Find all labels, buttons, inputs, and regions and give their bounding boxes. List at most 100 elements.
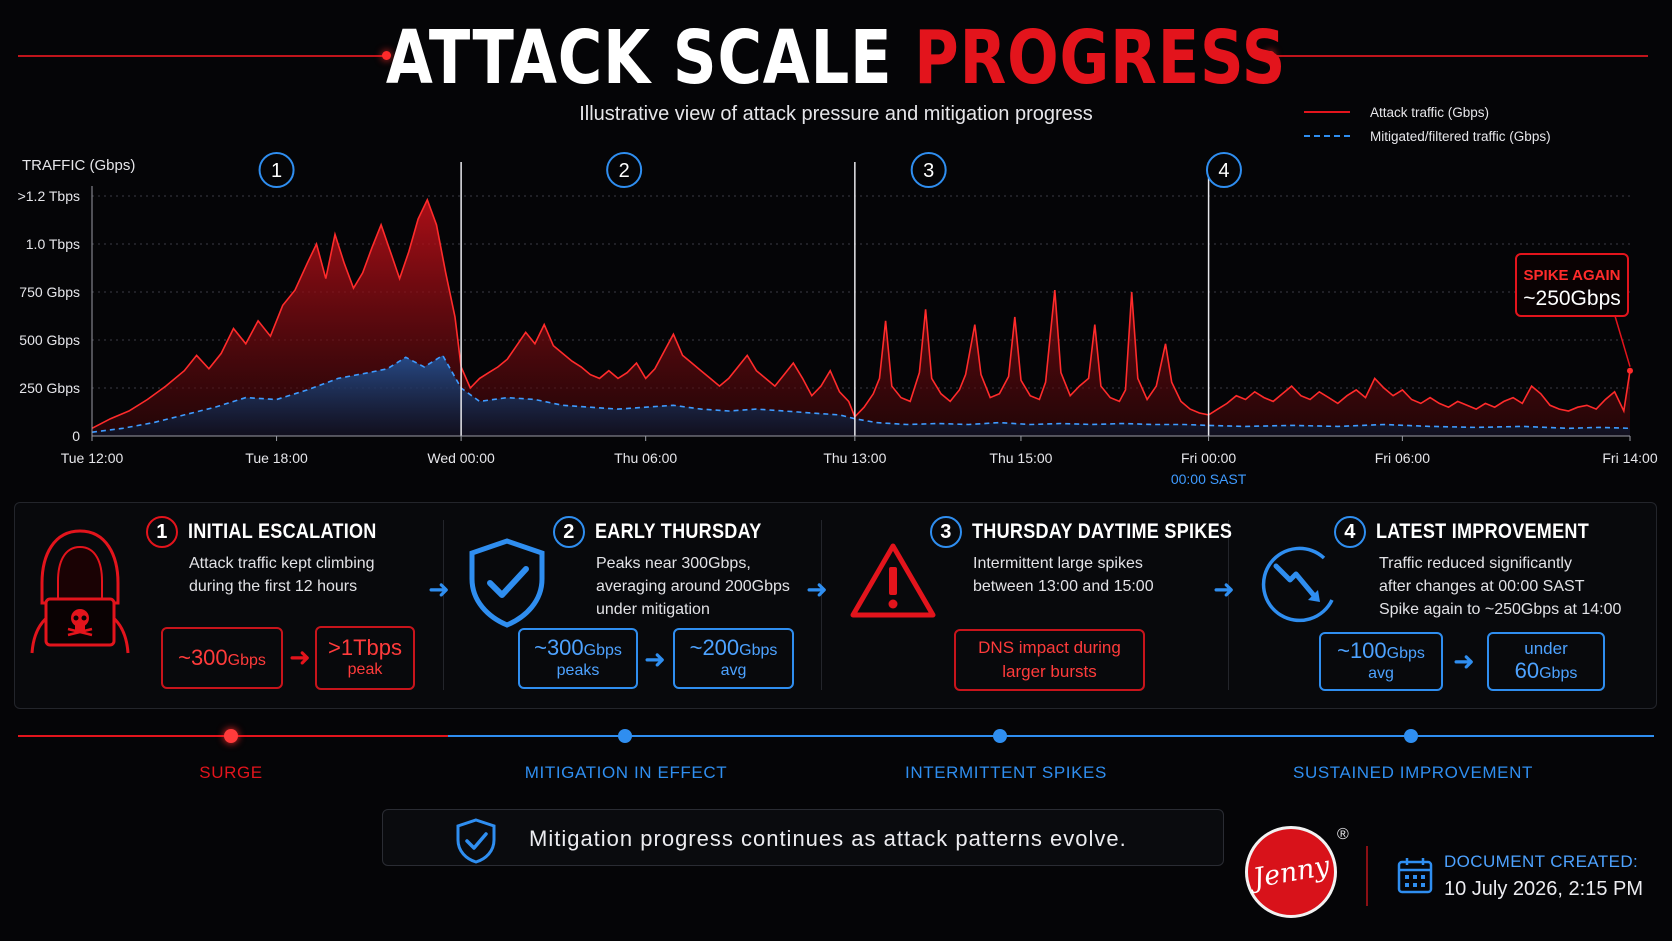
phase-number-circle (258, 152, 295, 188)
section-3-desc-line: Intermittent large spikes (973, 555, 1143, 572)
metric-number: ~200 (689, 635, 740, 660)
y-tick-label: 1.0 Tbps (26, 236, 80, 252)
timeline-label-surge: SURGE (199, 763, 263, 782)
title-line-left (18, 55, 388, 57)
timeline-label-spikes: INTERMITTENT SPIKES (905, 763, 1107, 782)
metric-unit: Gbps (227, 651, 266, 669)
y-tick-label: 0 (72, 428, 80, 444)
metric-value: ~100Gbps (1337, 639, 1425, 664)
callout-line: larger bursts (1002, 662, 1097, 681)
spike-callout-value: ~250Gbps (1523, 287, 1621, 310)
timeline-label-improvement: SUSTAINED IMPROVEMENT (1293, 763, 1533, 782)
mitigated-area (92, 355, 1630, 436)
x-tick-label: Tue 18:00 (245, 450, 308, 466)
metric-number: ~300 (534, 635, 584, 660)
section-2-box-peaks: ~300Gbps peaks (518, 628, 638, 689)
traffic-chart: TRAFFIC (Gbps) 0 250 Gbps 500 Gbps 750 Gbps 1… (18, 152, 1658, 487)
section-2-number: 2 (553, 516, 585, 548)
spike-callout-box (1515, 253, 1629, 317)
x-tick-label: Tue 12:00 (61, 450, 124, 466)
legend-label-mitigated: Mitigated/filtered traffic (Gbps) (1370, 128, 1551, 144)
section-3-desc: Intermittent large spikes between 13:00 … (973, 552, 1154, 598)
metric-number: 60 (1514, 658, 1540, 683)
legend-swatch-mitigated (1304, 135, 1350, 137)
timeline-dot-mitigation (618, 729, 632, 743)
calendar-icon (1397, 858, 1433, 894)
section-4-desc-line: Traffic reduced significantly (1379, 555, 1572, 572)
y-tick-label: 750 Gbps (19, 284, 80, 300)
page-subtitle: Illustrative view of attack pressure and… (579, 103, 1093, 125)
arrow-right-icon: ➜ (806, 574, 828, 604)
phase-number-circle (606, 152, 643, 188)
summary-panel (14, 502, 1657, 709)
y-axis-label: TRAFFIC (Gbps) (22, 157, 135, 174)
section-1-title: INITIAL ESCALATION (188, 520, 377, 543)
metric-number: >1Tbps (328, 635, 402, 660)
metric-unit: Gbps (1386, 645, 1425, 662)
phase-number: 2 (619, 160, 630, 182)
section-1-number: 1 (146, 516, 178, 548)
warning-icon (850, 543, 936, 618)
legend-label-attack: Attack traffic (Gbps) (1370, 104, 1490, 120)
mitigated-series-line (91, 354, 1631, 433)
metric-unit: Gbps (739, 642, 778, 659)
title-red: PROGRESS (914, 15, 1287, 101)
page-title: ATTACK SCALE PROGRESS (0, 18, 1672, 98)
metric-number: ~100 (1337, 638, 1387, 663)
metric-caption: avg (720, 662, 747, 679)
metric-value: ~300Gbps (534, 636, 622, 661)
section-divider (443, 520, 444, 690)
title-dot-left (382, 51, 391, 60)
metric-value: ~200Gbps (690, 636, 778, 661)
section-4-box-avg: ~100Gbps avg (1319, 632, 1443, 691)
attack-series-line (91, 197, 1631, 430)
title-dot-right (1266, 51, 1275, 60)
trend-down-icon (1261, 546, 1334, 623)
section-divider (821, 520, 822, 690)
spike-callout-title: SPIKE AGAIN (1524, 267, 1621, 284)
section-4-desc-line: Spike again to ~250Gbps at 14:00 (1379, 601, 1622, 618)
section-2-desc-line: averaging around 200Gbps (596, 578, 790, 595)
title-white: ATTACK SCALE (385, 15, 893, 101)
phase-number: 4 (1218, 160, 1229, 182)
logo-divider (1366, 846, 1368, 906)
section-3-desc-line: between 13:00 and 15:00 (973, 578, 1154, 595)
section-2-desc: Peaks near 300Gbps, averaging around 200… (596, 552, 790, 621)
timeline-dot-spikes (993, 729, 1007, 743)
timeline-label-mitigation: MITIGATION IN EFFECT (524, 763, 728, 782)
footer-banner: Mitigation progress continues as attack … (382, 809, 1224, 866)
metric-value: 60Gbps (1515, 659, 1578, 684)
arrow-right-icon: ➜ (289, 642, 311, 672)
logo-text: Jenny (1250, 850, 1332, 894)
y-tick-label: >1.2 Tbps (18, 188, 80, 204)
metric-unit: Gbps (1539, 665, 1578, 682)
chart-legend: Attack traffic (Gbps) Mitigated/filtered… (1304, 100, 1551, 148)
document-created-date: 10 July 2026, 2:15 PM (1444, 878, 1644, 900)
metric-caption: peaks (556, 662, 600, 679)
section-2-box-avg: ~200Gbps avg (673, 628, 794, 689)
x-tick-label: Fri 00:00 (1181, 450, 1236, 466)
section-3-box-dns: DNS impact during larger bursts (954, 629, 1145, 691)
arrow-right-icon: ➜ (428, 574, 450, 604)
arrow-right-icon: ➜ (1453, 646, 1475, 676)
x-sub-label: 00:00 SAST (1171, 471, 1247, 487)
timeline-dot-surge (224, 729, 238, 743)
metric-number: ~300 (178, 644, 228, 670)
metric-unit: Gbps (583, 642, 622, 659)
section-4-box-under: under 60Gbps (1487, 632, 1605, 691)
timeline-dot-improvement (1404, 729, 1418, 743)
timeline-line-blue (448, 735, 1654, 737)
section-1-desc-line: Attack traffic kept climbing (189, 555, 375, 572)
spike-marker (1627, 367, 1633, 374)
x-tick-label: Fri 14:00 (1602, 450, 1657, 466)
section-1-heading: 1 INITIAL ESCALATION (146, 516, 407, 548)
phase-number: 3 (923, 160, 934, 182)
shield-check-icon (456, 818, 496, 864)
spike-callout-pointer (1614, 315, 1631, 367)
title-line-right (1270, 55, 1648, 57)
metric-caption: avg (1368, 665, 1394, 682)
x-tick-label: Thu 13:00 (823, 450, 886, 466)
metric-caption: under (1524, 639, 1568, 658)
jenny-logo: Jenny (1245, 826, 1337, 918)
x-tick-label: Wed 00:00 (427, 450, 495, 466)
